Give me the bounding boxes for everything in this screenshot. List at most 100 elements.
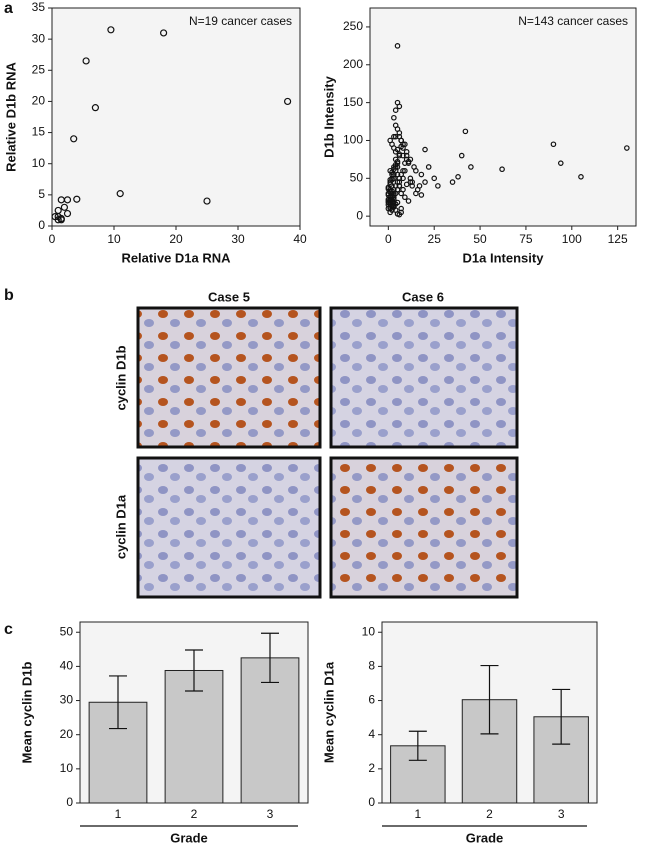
y-tick-label: 200 xyxy=(343,57,363,71)
x-tick-label: 125 xyxy=(608,232,628,246)
error-bar xyxy=(480,664,499,735)
point xyxy=(402,167,408,174)
point xyxy=(396,183,403,189)
column-label: Case 5 xyxy=(208,289,250,304)
point xyxy=(57,196,65,204)
y-tick-label: 100 xyxy=(343,133,363,147)
row-label: cyclin D1a xyxy=(113,494,128,559)
point xyxy=(70,135,78,143)
x-tick-label: 20 xyxy=(169,232,183,246)
point xyxy=(468,164,474,170)
error-bar xyxy=(261,632,279,684)
y-tick-label: 0 xyxy=(368,795,375,809)
error-bar xyxy=(552,688,571,745)
point xyxy=(385,196,392,203)
y-tick-label: 50 xyxy=(350,170,364,184)
point xyxy=(409,179,415,185)
point xyxy=(385,186,392,192)
y-tick-label: 10 xyxy=(362,624,376,638)
y-tick-label: 20 xyxy=(60,727,74,741)
y-tick-label: 15 xyxy=(32,125,46,139)
x-axis-label: Grade xyxy=(466,830,504,845)
y-tick-label: 150 xyxy=(343,95,363,109)
point xyxy=(398,209,404,216)
bar xyxy=(164,669,224,804)
point xyxy=(107,26,115,34)
point xyxy=(499,166,505,173)
point xyxy=(63,209,72,218)
y-tick-label: 0 xyxy=(66,795,73,809)
point xyxy=(405,198,412,204)
point xyxy=(394,146,401,153)
point xyxy=(160,29,168,37)
point xyxy=(557,160,564,166)
point xyxy=(392,107,399,113)
y-tick-label: 50 xyxy=(60,624,74,638)
y-tick-label: 0 xyxy=(356,208,363,222)
point xyxy=(578,173,584,180)
x-tick-label: 50 xyxy=(473,232,487,246)
y-tick-label: 8 xyxy=(368,659,375,673)
x-tick-label: 100 xyxy=(562,232,582,246)
x-tick-label: 2 xyxy=(191,807,198,821)
y-axis-label: Mean cyclin D1b xyxy=(19,662,34,764)
bar xyxy=(390,745,446,804)
panel-label: a xyxy=(4,0,13,17)
micrograph xyxy=(329,306,519,449)
point xyxy=(455,173,461,180)
point xyxy=(458,152,465,159)
x-tick-label: 40 xyxy=(293,232,307,246)
point xyxy=(398,205,404,212)
micrograph xyxy=(136,306,322,449)
point xyxy=(387,137,393,144)
point xyxy=(550,141,557,148)
y-tick-label: 35 xyxy=(32,0,46,14)
point xyxy=(389,169,395,176)
point xyxy=(411,164,417,170)
point xyxy=(387,209,393,216)
point xyxy=(396,179,403,185)
y-tick-label: 6 xyxy=(368,693,375,707)
point xyxy=(116,190,124,198)
point xyxy=(394,199,401,206)
point xyxy=(422,179,428,185)
point xyxy=(203,197,211,205)
column-label: Case 6 xyxy=(402,289,444,304)
y-tick-label: 10 xyxy=(32,156,46,170)
point xyxy=(396,133,403,140)
x-tick-label: 3 xyxy=(267,807,274,821)
point xyxy=(403,149,410,155)
point xyxy=(422,146,428,153)
x-tick-label: 1 xyxy=(414,807,421,821)
x-tick-label: 1 xyxy=(115,807,122,821)
point xyxy=(624,145,630,151)
point xyxy=(418,171,425,178)
point xyxy=(284,97,292,106)
point xyxy=(394,126,401,132)
y-axis-label: Relative D1b RNA xyxy=(3,61,18,171)
panel-label: c xyxy=(4,621,13,638)
point xyxy=(57,214,65,223)
error-bar xyxy=(185,649,203,692)
point xyxy=(435,183,441,189)
point xyxy=(394,99,401,106)
y-tick-label: 2 xyxy=(368,761,375,775)
point xyxy=(425,164,432,170)
error-bar xyxy=(109,675,127,730)
y-tick-label: 10 xyxy=(60,761,74,775)
point xyxy=(82,57,90,65)
y-axis-label: D1b Intensity xyxy=(321,75,336,157)
point xyxy=(394,43,401,49)
point xyxy=(392,133,399,140)
x-tick-label: 2 xyxy=(486,807,493,821)
point xyxy=(392,156,399,163)
point xyxy=(391,164,397,170)
x-tick-label: 75 xyxy=(519,232,533,246)
point xyxy=(400,175,406,182)
plot-area xyxy=(369,7,637,227)
x-tick-label: 10 xyxy=(107,232,121,246)
x-axis-label: Relative D1a RNA xyxy=(121,250,231,265)
point xyxy=(391,196,397,203)
y-tick-label: 250 xyxy=(343,19,363,33)
